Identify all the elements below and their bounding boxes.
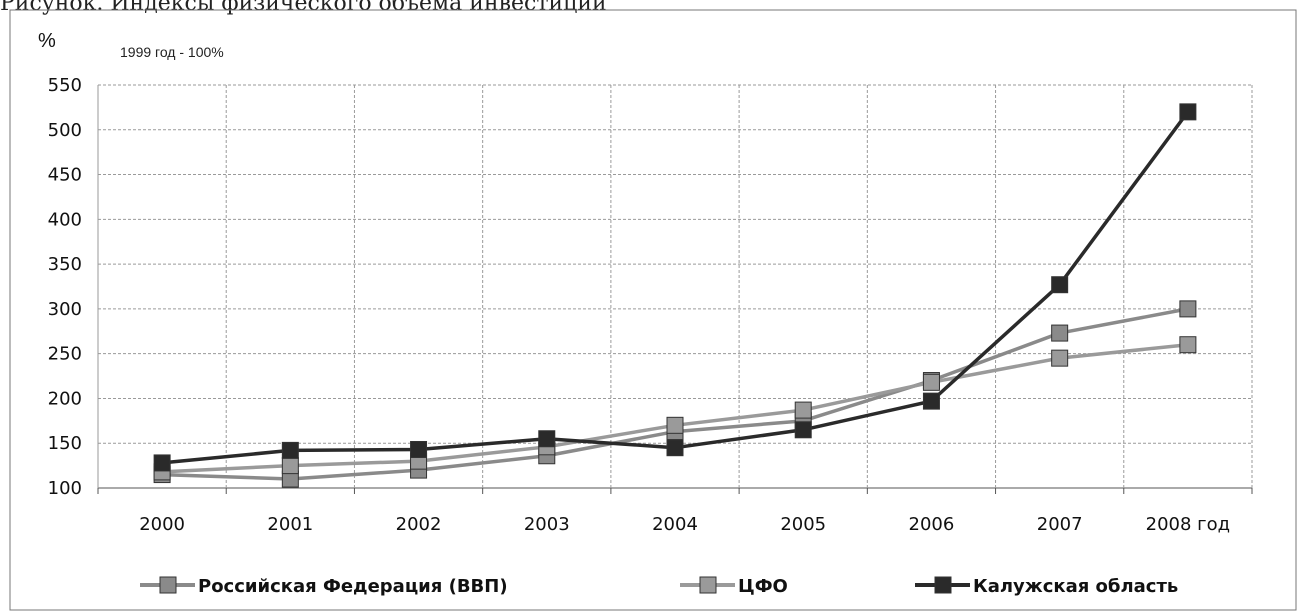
data-point [1179, 336, 1197, 354]
data-point [922, 373, 940, 391]
series-line-3 [161, 110, 1190, 465]
y-tick-label: 450 [48, 165, 82, 186]
data-point [1179, 300, 1197, 318]
data-point [794, 401, 812, 419]
legend-label: ЦФО [738, 576, 788, 597]
series-layer [153, 103, 1197, 488]
legend-marker [159, 576, 177, 594]
x-tick-label: 2000 [139, 514, 185, 535]
legend-marker [699, 576, 717, 594]
figure-caption: Рисунок. Индексы физического объема инве… [0, 0, 607, 16]
data-point [410, 440, 428, 458]
data-point [1051, 276, 1069, 294]
data-point [1179, 103, 1197, 121]
x-tick-label: 2003 [524, 514, 570, 535]
data-point [281, 457, 299, 475]
chart-frame [9, 9, 1297, 611]
chart-note: 1999 год - 100% [120, 44, 224, 60]
y-tick-label: 200 [48, 388, 82, 409]
x-tick-label: 2007 [1037, 514, 1083, 535]
legend-label: Российская Федерация (ВВП) [198, 576, 508, 597]
data-point [538, 430, 556, 448]
data-point [281, 441, 299, 459]
x-tick-label: 2005 [780, 514, 826, 535]
y-tick-label: 550 [48, 75, 82, 96]
legend-marker [934, 576, 952, 594]
x-tick-label: 2008 год [1146, 514, 1230, 535]
data-point [1051, 349, 1069, 367]
gridlines [97, 84, 1253, 489]
y-tick-label: 150 [48, 433, 82, 454]
y-tick-label: 350 [48, 254, 82, 275]
y-tick-label: 100 [48, 478, 82, 499]
y-tick-label: 250 [48, 344, 82, 365]
y-tick-label: 400 [48, 209, 82, 230]
x-tick-label: 2006 [909, 514, 955, 535]
legend-label: Калужская область [973, 576, 1178, 597]
axes: % 1999 год - 100% 100 150 200 250 300 350 400 450… [38, 30, 1253, 535]
x-tick-label: 2001 [267, 514, 313, 535]
x-tick-label: 2004 [652, 514, 698, 535]
y-tick-label: 500 [48, 120, 82, 141]
data-point [153, 454, 171, 472]
x-tick-label: 2002 [396, 514, 442, 535]
y-tick-label: 300 [48, 299, 82, 320]
data-point [666, 439, 684, 457]
data-point [666, 416, 684, 434]
y-axis-label: % [38, 30, 56, 52]
data-point [922, 392, 940, 410]
data-point [794, 421, 812, 439]
legend: Российская Федерация (ВВП) ЦФО Калужская о… [140, 576, 1178, 597]
data-point [1051, 324, 1069, 342]
